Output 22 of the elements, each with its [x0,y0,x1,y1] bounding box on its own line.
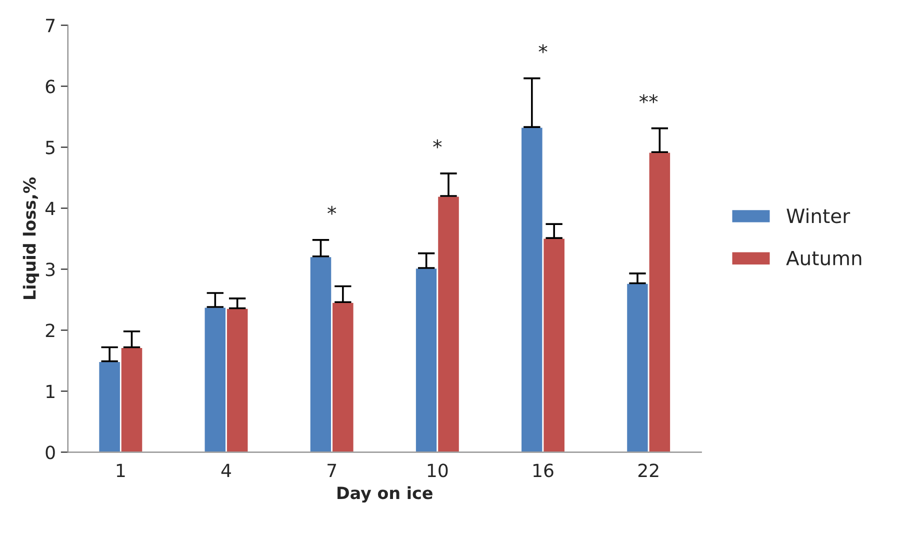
y-tick-label: 4 [45,202,56,216]
y-tick-label: 6 [46,80,55,94]
y-tick-label: 7 [46,18,55,32]
y-tick-label: 1 [46,384,54,398]
x-tick-label: 10 [428,464,448,478]
x-tick-label: 7 [328,464,336,477]
x-axis-title: Day on ice [338,486,432,503]
y-axis-title: Liquid loss,% [22,177,40,299]
annotation: ** [639,94,658,104]
annotation: * [328,206,336,215]
y-tick-label: 0 [46,446,55,460]
x-tick-label: 22 [638,464,658,477]
x-tick-label: 4 [221,464,231,477]
y-tick-label: 3 [46,262,55,276]
y-tick-label: 5 [46,140,54,154]
annotation: * [433,139,442,148]
x-tick-label: 16 [533,464,554,478]
x-tick-label: 1 [116,464,125,477]
legend-label: Autumn [786,250,862,266]
y-tick-label: 2 [46,324,54,338]
legend-label: Winter [786,208,850,224]
annotation: * [538,44,548,54]
